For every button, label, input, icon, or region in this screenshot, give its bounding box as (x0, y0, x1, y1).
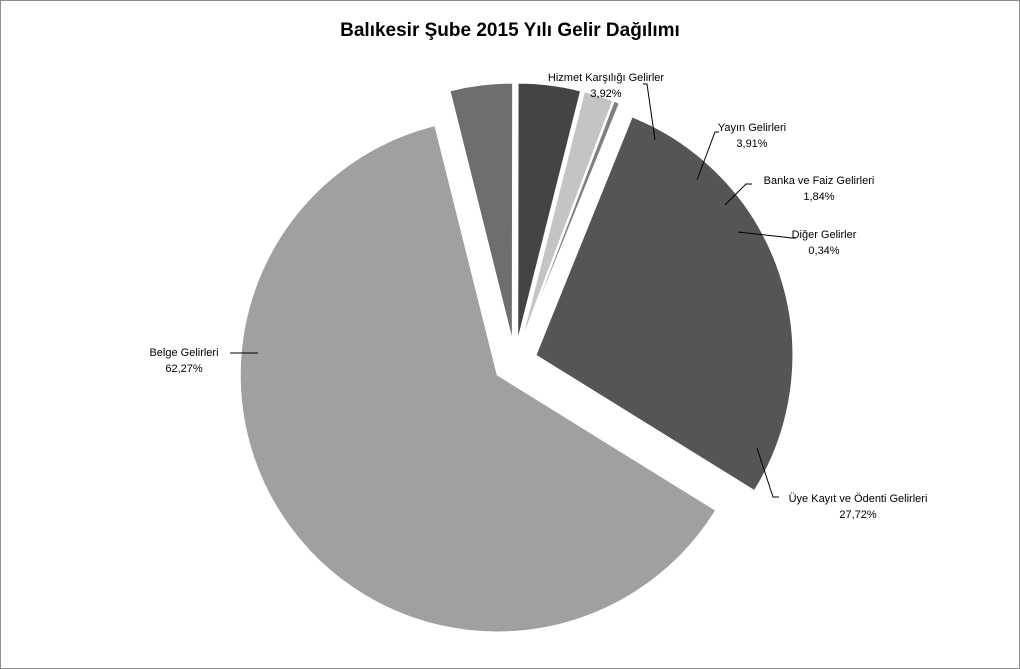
slice-label-banka-ve-faiz-gelirleri: Banka ve Faiz Gelirleri (764, 175, 875, 187)
chart-title: Balıkesir Şube 2015 Yılı Gelir Dağılımı (340, 20, 680, 41)
leader-line-yayin-gelirleri (696, 131, 719, 181)
slice-value-belge-gelirleri: 62,27% (165, 363, 203, 375)
slice-label-diger-gelirler: Diğer Gelirler (792, 229, 857, 241)
pie-slice-yayin-gelirleri (517, 82, 582, 341)
slice-value-diger-gelirler: 0,34% (808, 245, 839, 257)
slice-value-banka-ve-faiz-gelirleri: 1,84% (803, 191, 834, 203)
pie-slice-banka-ve-faiz-gelirleri (521, 91, 614, 342)
slice-label-yayin-gelirleri: Yayın Gelirleri (718, 122, 786, 134)
slice-label-belge-gelirleri: Belge Gelirleri (149, 347, 218, 359)
slice-value-yayin-gelirleri: 3,91% (736, 138, 767, 150)
pie-slice-diger-gelirler (522, 100, 620, 342)
leader-line-uye-kayit-ve-odenti-gelirleri (756, 447, 779, 498)
slice-value-hizmet-karsiligi-gelirler: 3,92% (590, 88, 621, 100)
pie-slice-uye-kayit-ve-odenti-gelirleri (535, 116, 794, 492)
pie-slice-hizmet-karsiligi-gelirler (449, 82, 514, 341)
pie-slice-belge-gelirleri (239, 125, 717, 633)
leader-line-hizmet-karsiligi-gelirler (643, 83, 656, 141)
slice-value-uye-kayit-ve-odenti-gelirleri: 27,72% (839, 509, 877, 521)
slice-label-uye-kayit-ve-odenti-gelirleri: Üye Kayıt ve Ödenti Gelirleri (789, 493, 928, 505)
leader-line-banka-ve-faiz-gelirleri (724, 183, 752, 206)
leader-line-diger-gelirler (737, 231, 796, 239)
slice-label-hizmet-karsiligi-gelirler: Hizmet Karşılığı Gelirler (548, 72, 664, 84)
